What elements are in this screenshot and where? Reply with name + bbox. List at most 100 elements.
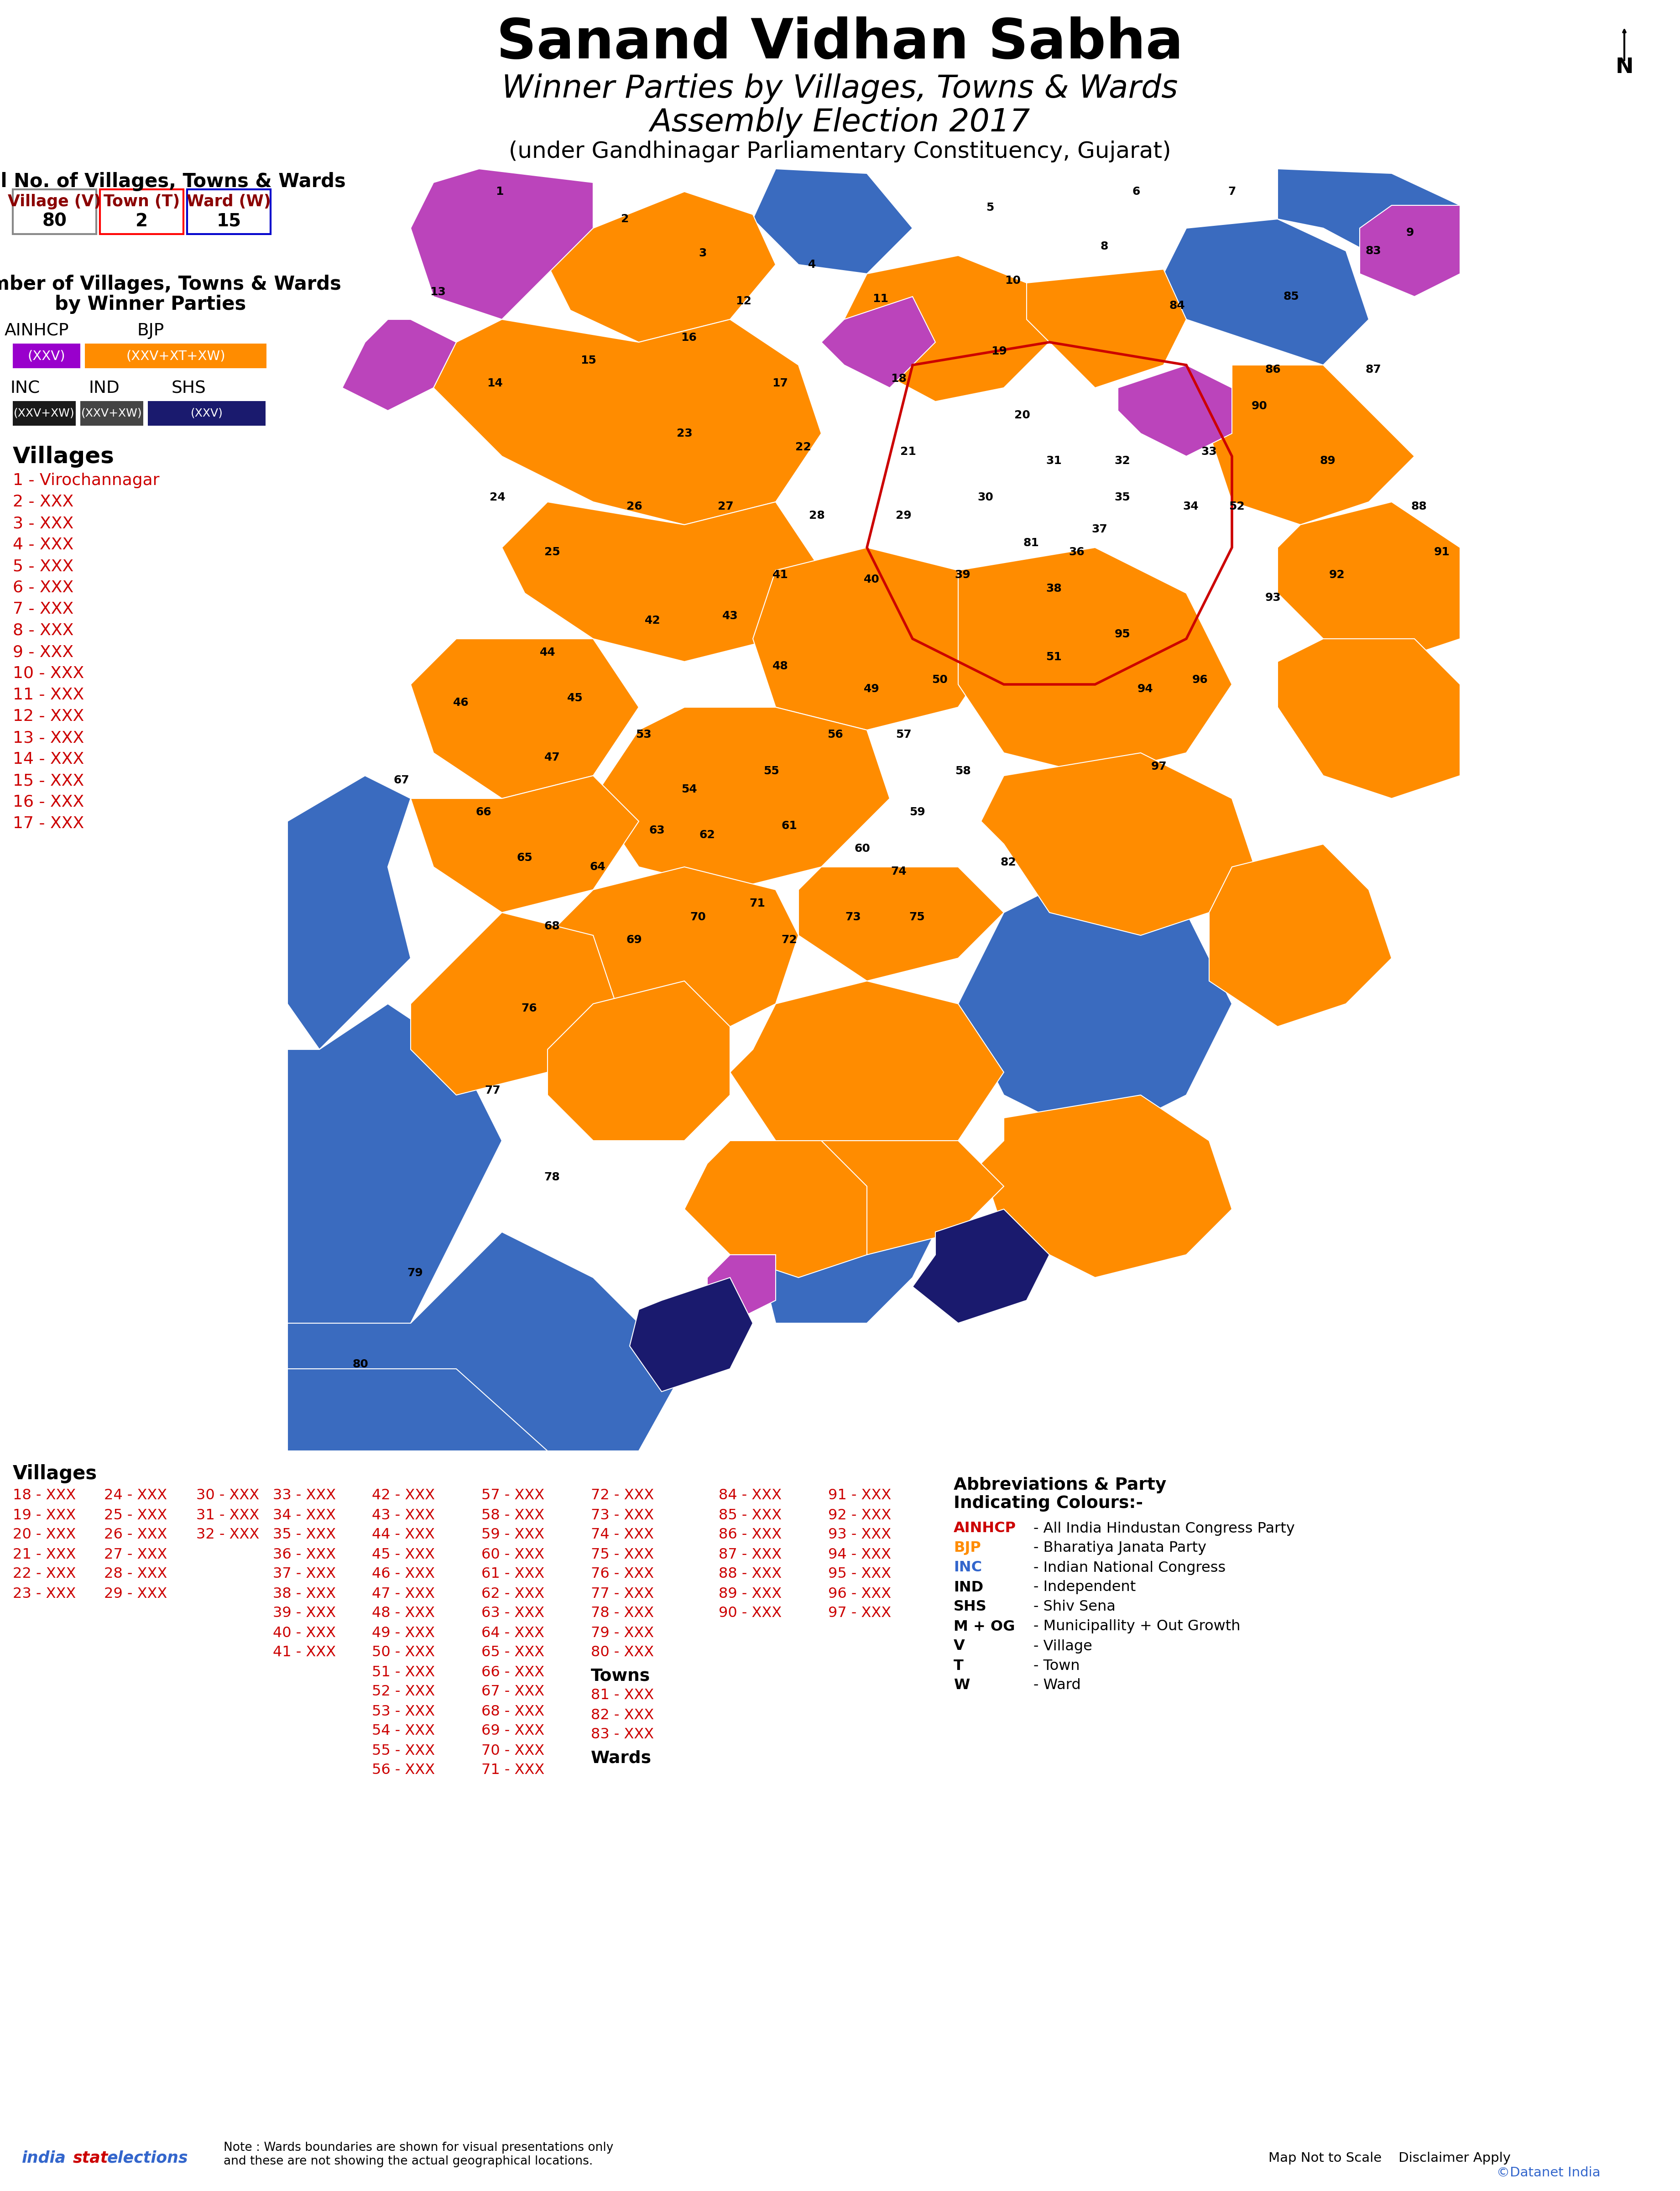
Text: 33 - XXX: 33 - XXX: [272, 1488, 336, 1503]
Text: 53 - XXX: 53 - XXX: [371, 1705, 435, 1718]
FancyBboxPatch shape: [13, 344, 81, 368]
Text: 81: 81: [1023, 537, 1040, 548]
Text: BJP: BJP: [138, 322, 165, 340]
Text: 1 - Virochannagar: 1 - Virochannagar: [13, 473, 160, 489]
Text: 54 - XXX: 54 - XXX: [371, 1724, 435, 1737]
Text: 83: 83: [1366, 245, 1381, 256]
Text: 9: 9: [1406, 228, 1415, 239]
Text: Ward (W): Ward (W): [186, 195, 270, 210]
Text: 36 - XXX: 36 - XXX: [272, 1547, 336, 1562]
Text: 14 - XXX: 14 - XXX: [13, 752, 84, 767]
Text: 72 - XXX: 72 - XXX: [591, 1488, 654, 1503]
Text: 40: 40: [864, 574, 879, 585]
Text: 66: 66: [475, 806, 492, 817]
Text: 85 - XXX: 85 - XXX: [719, 1507, 781, 1523]
Text: 13 - XXX: 13 - XXX: [13, 730, 84, 745]
Text: 25 - XXX: 25 - XXX: [104, 1507, 166, 1523]
Text: 27 - XXX: 27 - XXX: [104, 1547, 166, 1562]
Text: 78 - XXX: 78 - XXX: [591, 1606, 654, 1621]
Text: 5: 5: [986, 202, 995, 213]
Polygon shape: [287, 776, 410, 1049]
Text: - Indian National Congress: - Indian National Congress: [1033, 1560, 1226, 1575]
Text: 3 - XXX: 3 - XXX: [13, 515, 74, 530]
Text: 85: 85: [1284, 291, 1299, 302]
Text: 46: 46: [454, 697, 469, 708]
Text: 47: 47: [544, 752, 559, 762]
Text: 92: 92: [1329, 570, 1344, 581]
Text: 22: 22: [795, 443, 811, 454]
Polygon shape: [1277, 169, 1460, 274]
Text: 77: 77: [486, 1085, 501, 1096]
Text: 11: 11: [872, 294, 889, 305]
FancyBboxPatch shape: [81, 401, 143, 425]
Text: 20: 20: [1015, 410, 1030, 421]
Text: 55: 55: [763, 765, 780, 776]
Text: IND: IND: [954, 1580, 983, 1595]
Text: 18 - XXX: 18 - XXX: [13, 1488, 76, 1503]
Text: 43 - XXX: 43 - XXX: [371, 1507, 435, 1523]
Text: 45: 45: [566, 692, 583, 703]
Text: 73: 73: [845, 911, 862, 922]
Text: 57 - XXX: 57 - XXX: [482, 1488, 544, 1503]
Text: 76: 76: [521, 1003, 538, 1014]
Text: 44: 44: [539, 646, 556, 657]
Text: 71: 71: [749, 898, 766, 909]
Text: 10 - XXX: 10 - XXX: [13, 666, 84, 681]
Polygon shape: [1210, 366, 1415, 524]
Text: 94 - XXX: 94 - XXX: [828, 1547, 890, 1562]
Text: 31: 31: [1047, 456, 1062, 467]
Text: 32: 32: [1114, 456, 1131, 467]
Text: 86: 86: [1265, 364, 1280, 375]
Text: 24 - XXX: 24 - XXX: [104, 1488, 166, 1503]
Text: 61: 61: [781, 819, 798, 830]
Text: 4 - XXX: 4 - XXX: [13, 537, 74, 552]
Text: 70: 70: [690, 911, 706, 922]
Text: 87: 87: [1366, 364, 1381, 375]
Polygon shape: [410, 169, 593, 320]
Text: W: W: [954, 1678, 969, 1691]
Text: 66 - XXX: 66 - XXX: [482, 1665, 544, 1678]
Text: 79 - XXX: 79 - XXX: [591, 1626, 654, 1641]
Polygon shape: [1164, 219, 1369, 366]
Text: 25: 25: [544, 546, 559, 557]
Text: 28 - XXX: 28 - XXX: [104, 1567, 166, 1582]
Polygon shape: [548, 868, 798, 1049]
Text: 62: 62: [699, 830, 716, 841]
Text: 30 - XXX: 30 - XXX: [197, 1488, 259, 1503]
Text: T: T: [954, 1659, 964, 1674]
Text: 23 - XXX: 23 - XXX: [13, 1586, 76, 1602]
Text: 89: 89: [1320, 456, 1336, 467]
Text: 78: 78: [544, 1172, 559, 1183]
Polygon shape: [1026, 269, 1186, 388]
Polygon shape: [1277, 502, 1460, 662]
Text: 26 - XXX: 26 - XXX: [104, 1527, 166, 1542]
Text: (XXV): (XXV): [27, 351, 66, 362]
Text: 96 - XXX: 96 - XXX: [828, 1586, 890, 1602]
Text: 93 - XXX: 93 - XXX: [828, 1527, 890, 1542]
Text: INC: INC: [10, 379, 40, 397]
Text: 37: 37: [1092, 524, 1107, 535]
Polygon shape: [753, 548, 1005, 730]
Text: AINHCP: AINHCP: [954, 1521, 1016, 1536]
Text: 13: 13: [430, 287, 445, 298]
Polygon shape: [410, 911, 617, 1096]
Polygon shape: [912, 1209, 1050, 1323]
Text: 51 - XXX: 51 - XXX: [371, 1665, 435, 1678]
Text: 37 - XXX: 37 - XXX: [272, 1567, 336, 1582]
Text: 6 - XXX: 6 - XXX: [13, 581, 74, 596]
Text: 18: 18: [890, 372, 907, 383]
FancyBboxPatch shape: [186, 188, 270, 234]
Text: 49 - XXX: 49 - XXX: [371, 1626, 435, 1641]
Text: 41: 41: [773, 570, 788, 581]
Text: by Winner Parties: by Winner Parties: [55, 296, 247, 313]
FancyBboxPatch shape: [148, 401, 265, 425]
Polygon shape: [958, 868, 1231, 1142]
Polygon shape: [958, 548, 1231, 776]
Text: 19 - XXX: 19 - XXX: [13, 1507, 76, 1523]
Text: 83 - XXX: 83 - XXX: [591, 1729, 654, 1742]
Text: 52: 52: [1228, 502, 1245, 513]
Text: 12: 12: [736, 296, 751, 307]
Text: 91: 91: [1433, 546, 1450, 557]
Polygon shape: [1359, 206, 1460, 296]
Text: 52 - XXX: 52 - XXX: [371, 1685, 435, 1698]
